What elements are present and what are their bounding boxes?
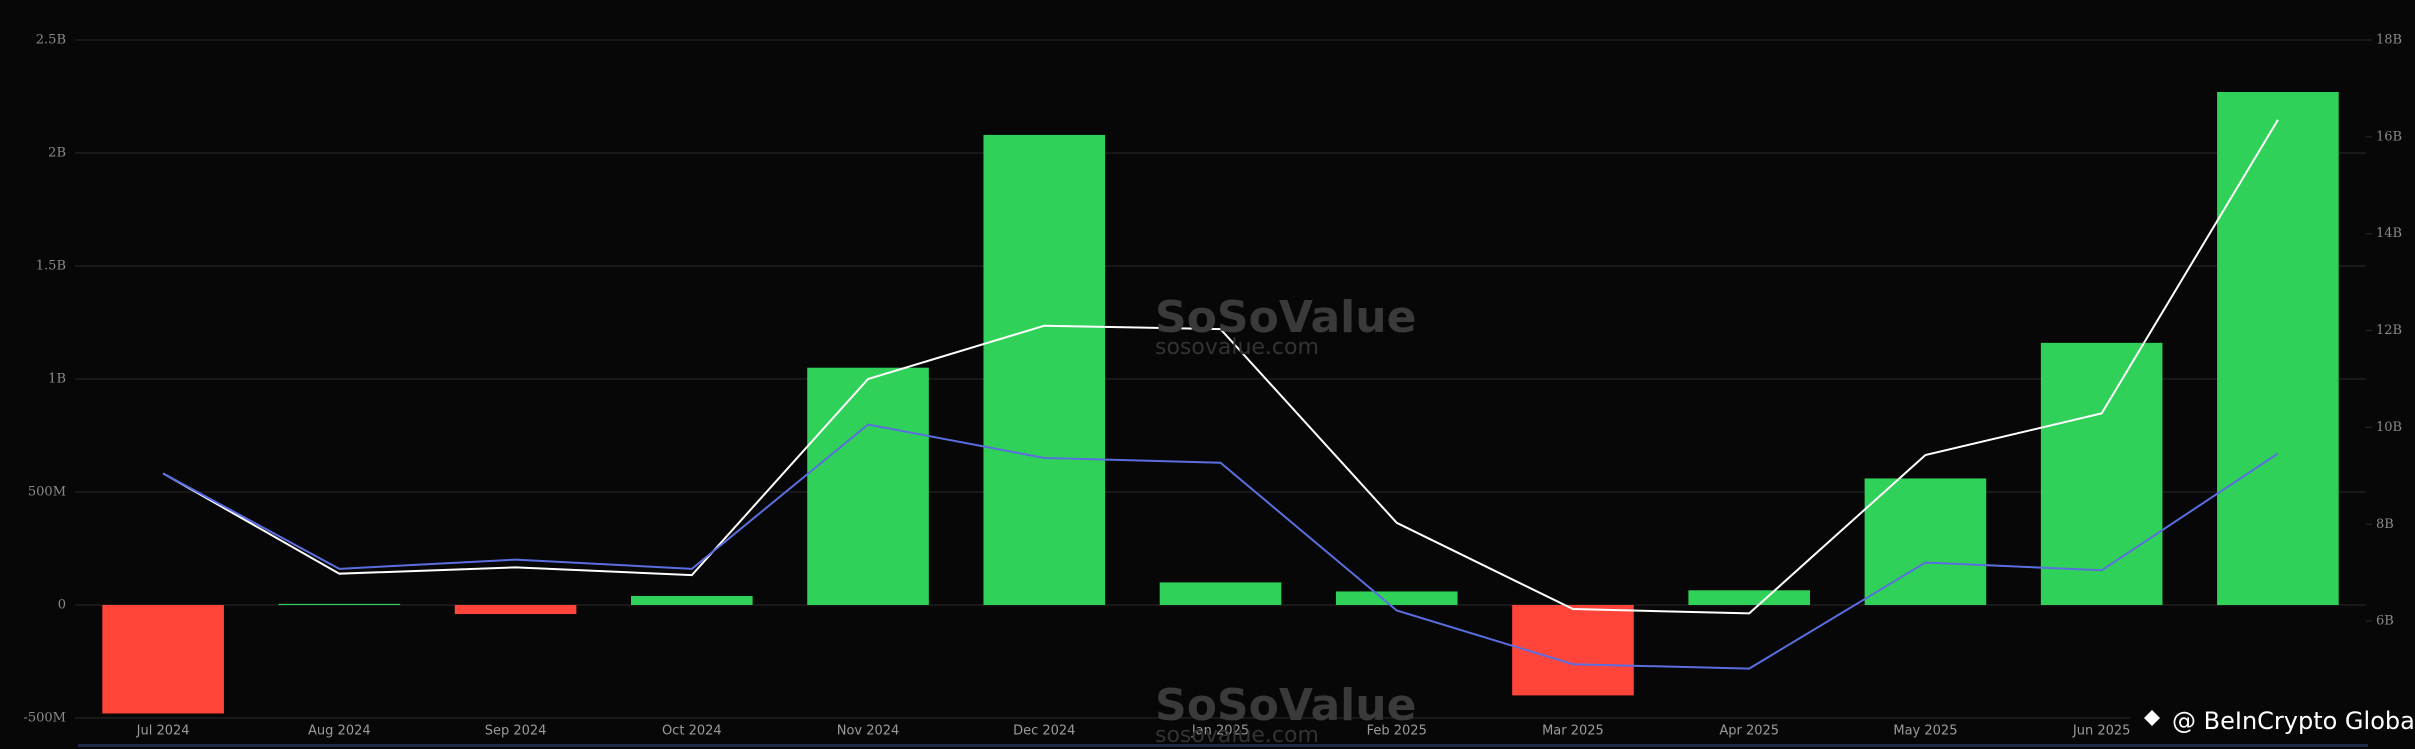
y2-tick-label: 10B	[2376, 420, 2402, 435]
y-tick-label: 1.5B	[36, 259, 66, 274]
x-tick-label: Apr 2025	[1719, 724, 1779, 739]
bar	[454, 605, 577, 615]
y-tick-label: 2.5B	[36, 33, 66, 48]
x-tick-label: Oct 2024	[662, 724, 722, 739]
bar	[278, 603, 401, 605]
credit: @ BeInCrypto Global	[2172, 707, 2415, 735]
bar	[631, 595, 753, 605]
y-tick-label: 500M	[28, 485, 66, 500]
y-tick-label: 2B	[48, 146, 66, 161]
bottom-strip	[78, 744, 2368, 747]
x-tick-label: Dec 2024	[1013, 724, 1075, 739]
y2-tick-label: 8B	[2376, 517, 2394, 532]
x-tick-label: Jun 2025	[2072, 724, 2131, 739]
bar	[807, 367, 929, 605]
x-tick-label: Sep 2024	[485, 724, 547, 739]
y2-tick-label: 14B	[2376, 226, 2402, 241]
bar	[1335, 591, 1458, 605]
bar	[102, 605, 224, 714]
y2-tick-label: 16B	[2376, 129, 2402, 144]
x-tick-label: Aug 2024	[308, 724, 371, 739]
credit-bg	[2130, 704, 2415, 740]
watermark: SoSoValue	[1155, 680, 1416, 731]
bar	[2040, 342, 2163, 605]
watermark-url: sosovalue.com	[1155, 723, 1319, 748]
y2-tick-label: 6B	[2376, 614, 2394, 629]
bar	[1688, 590, 1810, 605]
x-tick-label: Feb 2025	[1367, 724, 1427, 739]
line	[162, 119, 2279, 615]
line	[162, 423, 2279, 670]
watermark: SoSoValue	[1155, 292, 1416, 343]
bar	[1512, 605, 1634, 696]
bar	[2217, 91, 2339, 606]
x-tick-label: May 2025	[1893, 724, 1957, 739]
bar	[983, 134, 1106, 606]
bar	[1159, 582, 1282, 605]
x-tick-label: Nov 2024	[837, 724, 900, 739]
y2-tick-label: 12B	[2376, 323, 2402, 338]
watermark-bottom: SoSoValue sosovalue.com	[1155, 680, 1416, 748]
x-tick-label: Jan 2025	[1191, 724, 1249, 739]
marks	[102, 91, 2339, 714]
bar	[1864, 478, 1987, 605]
x-tick-label: Mar 2025	[1542, 724, 1604, 739]
labels: -500M 0 500M 1B 1.5B 2B 2.5B 6B 8B 10B 12B 14B 16B 18…	[23, 33, 2402, 739]
credit-logo	[2144, 710, 2160, 726]
y-tick-label: 1B	[48, 372, 66, 387]
watermark-top: SoSoValue sosovalue.com	[1155, 292, 1416, 360]
y-tick-label: -500M	[23, 711, 66, 726]
watermark-url: sosovalue.com	[1155, 335, 1319, 360]
x-tick-label: Jul 2024	[136, 724, 190, 739]
y2-tick-label: 18B	[2376, 33, 2402, 48]
y-tick-label: 0	[58, 598, 66, 613]
